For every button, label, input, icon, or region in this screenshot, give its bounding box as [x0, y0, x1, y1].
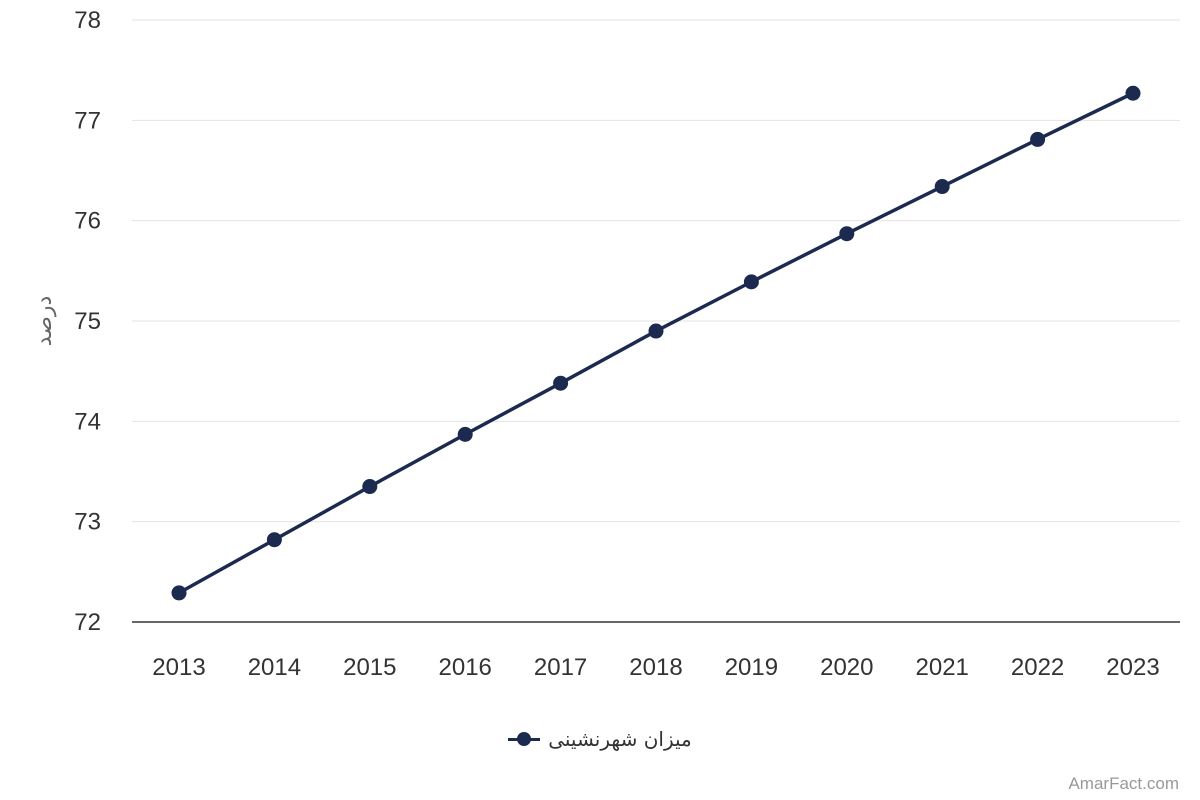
x-tick-label: 2013	[152, 654, 205, 681]
x-tick-label: 2021	[916, 654, 969, 681]
x-tick-label: 2014	[248, 654, 301, 681]
x-tick-label: 2019	[725, 654, 778, 681]
x-tick-label: 2023	[1106, 654, 1159, 681]
x-tick-label: 2016	[439, 654, 492, 681]
data-point[interactable]	[553, 375, 569, 391]
x-tick-label: 2020	[820, 654, 873, 681]
data-point[interactable]	[648, 323, 664, 339]
legend[interactable]: میزان شهرنشینی	[0, 727, 1200, 751]
data-point[interactable]	[1125, 85, 1141, 101]
y-axis-ticks: 72 73 74 75 76 77 78	[74, 7, 101, 636]
data-point[interactable]	[839, 226, 855, 242]
data-point[interactable]	[743, 274, 759, 290]
x-axis-ticks: 2013 2014 2015 2016 2017 2018 2019 2020 2021 2022…	[152, 654, 1159, 681]
y-tick-label: 75	[74, 308, 101, 335]
y-tick-label: 73	[74, 509, 101, 536]
data-point[interactable]	[457, 426, 473, 442]
legend-label: میزان شهرنشینی	[548, 727, 692, 751]
x-tick-label: 2018	[629, 654, 682, 681]
data-point[interactable]	[934, 179, 950, 195]
y-axis-title: درصد	[32, 296, 57, 347]
y-tick-label: 76	[74, 208, 101, 235]
series-line	[178, 91, 1134, 595]
y-tick-label: 78	[74, 7, 101, 34]
series-urbanization	[171, 85, 1141, 601]
x-tick-label: 2022	[1011, 654, 1064, 681]
y-tick-label: 74	[74, 408, 101, 435]
data-point[interactable]	[1030, 131, 1046, 147]
watermark: AmarFact.com	[1068, 774, 1179, 793]
y-tick-label: 72	[74, 609, 101, 636]
x-tick-label: 2015	[343, 654, 396, 681]
gridlines	[132, 19, 1180, 523]
data-point[interactable]	[266, 532, 282, 548]
data-point[interactable]	[171, 585, 187, 601]
legend-marker-icon	[508, 731, 541, 747]
y-tick-label: 77	[74, 107, 101, 134]
data-point[interactable]	[362, 479, 378, 495]
x-tick-label: 2017	[534, 654, 587, 681]
